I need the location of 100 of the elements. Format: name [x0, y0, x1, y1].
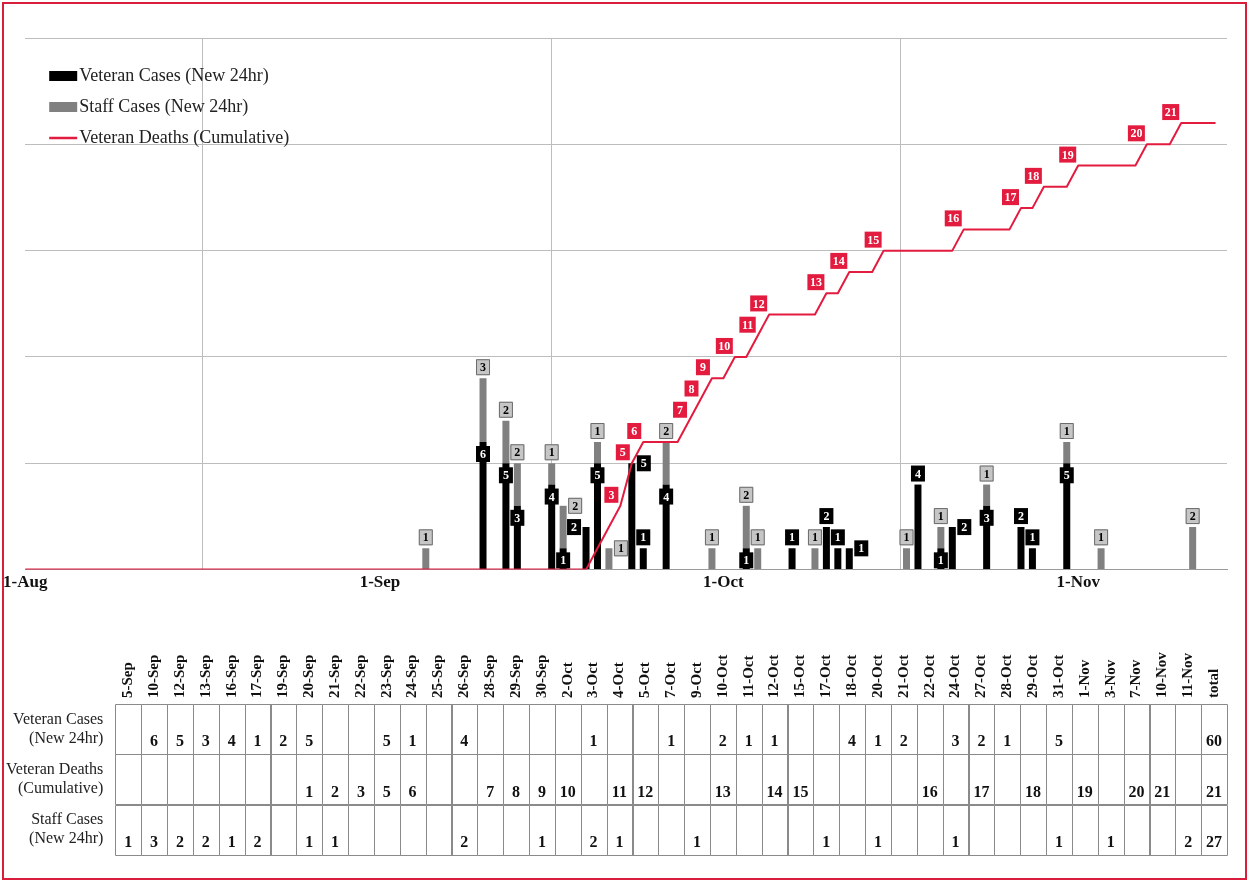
- x-tick-label: 28-Oct: [998, 654, 1015, 698]
- data-label: 1: [305, 782, 314, 800]
- data-label: 3: [201, 732, 210, 750]
- data-label: 2: [571, 520, 578, 535]
- data-label: 2: [589, 832, 598, 850]
- data-label: 2: [961, 520, 968, 535]
- x-tick-label: 1-Nov: [1075, 659, 1092, 698]
- data-label: 4: [227, 732, 236, 750]
- data-label: 1: [124, 832, 133, 850]
- x-tick-label: 31-Oct: [1049, 654, 1066, 698]
- data-label: 9: [537, 782, 546, 800]
- x-tick-label: 10-Oct: [713, 654, 730, 698]
- data-label: 1: [873, 832, 882, 850]
- x-tick-label: 3-Oct: [584, 662, 601, 698]
- x-tick-label: 3-Nov: [1101, 659, 1118, 698]
- data-label: 4: [848, 732, 857, 750]
- x-tick-label: 21-Sep: [325, 654, 342, 698]
- data-label: 1: [548, 445, 555, 460]
- data-label: 13: [809, 275, 822, 290]
- data-label: 1: [227, 832, 236, 850]
- data-label: 16: [921, 782, 938, 800]
- x-tick-label: 23-Sep: [377, 654, 394, 698]
- x-tick-label: 5-Sep: [119, 662, 136, 698]
- data-label: 9: [699, 360, 706, 375]
- data-label: 3: [983, 510, 990, 525]
- data-label: 6: [631, 424, 638, 439]
- data-label: 1: [834, 530, 841, 545]
- data-label: 2: [1189, 509, 1196, 524]
- data-label: 16: [947, 211, 960, 226]
- data-label: 3: [514, 510, 521, 525]
- x-tick-label: 7-Nov: [1127, 659, 1144, 698]
- x-tick-label: 16-Sep: [222, 654, 239, 698]
- data-label: 6: [480, 447, 487, 462]
- data-label: 10: [718, 339, 731, 354]
- data-label: 2: [977, 732, 986, 750]
- x-tick-label: 1-Sep: [359, 572, 401, 592]
- data-label: 2: [718, 732, 727, 750]
- data-label: 2: [175, 832, 184, 850]
- data-label: 5: [619, 445, 626, 460]
- data-label: 1: [408, 732, 417, 750]
- data-label: 1: [1106, 832, 1115, 850]
- x-tick-label: 22-Sep: [351, 654, 368, 698]
- data-label: 2: [743, 487, 750, 502]
- legend-label: Staff Cases (New 24hr): [79, 95, 249, 117]
- x-tick-label: 24-Oct: [946, 654, 963, 698]
- data-label: 14: [766, 782, 783, 800]
- data-label: 8: [688, 381, 695, 396]
- x-tick-label: 12-Sep: [170, 654, 187, 698]
- data-label: 1: [537, 832, 546, 850]
- data-label: 1: [615, 832, 624, 850]
- data-label: 6: [408, 782, 417, 800]
- data-label: 2: [514, 445, 521, 460]
- data-label: 1: [770, 732, 779, 750]
- data-label: 20: [1128, 782, 1145, 800]
- x-tick-label: 15-Oct: [791, 654, 808, 698]
- x-tick-label: 21-Oct: [894, 654, 911, 698]
- data-label: 10: [559, 782, 576, 800]
- x-tick-label: 2-Oct: [558, 662, 575, 698]
- data-label: 2: [663, 424, 670, 439]
- x-tick-label: 1-Nov: [1056, 572, 1101, 592]
- data-label: 5: [382, 782, 391, 800]
- data-label: 1: [693, 832, 701, 850]
- data-label: 4: [548, 489, 555, 504]
- data-label: 7: [486, 782, 495, 800]
- legend-label: Veteran Deaths (Cumulative): [79, 126, 290, 148]
- data-label: 11: [741, 317, 754, 332]
- data-label: 1: [937, 509, 944, 524]
- x-tick-label: 18-Oct: [843, 654, 859, 698]
- x-tick-label: 4-Oct: [610, 662, 627, 698]
- data-label: 21: [1206, 782, 1223, 800]
- data-label: 12: [637, 782, 654, 800]
- data-label: 2: [201, 832, 210, 850]
- x-tick-label: 29-Oct: [1023, 654, 1040, 698]
- data-label: 15: [792, 782, 809, 800]
- data-label: 4: [914, 466, 921, 481]
- x-tick-label: 17-Oct: [817, 654, 834, 698]
- data-label: 1: [744, 732, 753, 750]
- data-label: 17: [1004, 190, 1017, 205]
- data-label: 3: [480, 360, 487, 375]
- data-label: 1: [1054, 832, 1063, 850]
- x-tick-label: 11-Nov: [1179, 652, 1196, 698]
- data-label: 19: [1061, 147, 1074, 162]
- data-label: 6: [150, 732, 159, 750]
- data-label: 1: [811, 530, 818, 545]
- data-label: 5: [1063, 468, 1070, 483]
- data-label: 5: [175, 732, 184, 750]
- x-tick-label: 24-Sep: [403, 654, 420, 698]
- y-tick-label: Veteran Deaths (Cumulative): [5, 760, 104, 798]
- data-label: 20: [1130, 126, 1143, 141]
- x-tick-label: 11-Oct: [739, 655, 756, 698]
- x-tick-label: 28-Sep: [481, 654, 498, 698]
- data-label: 18: [1025, 782, 1042, 800]
- data-label: 1: [1098, 530, 1105, 545]
- x-tick-label: 27-Oct: [972, 654, 989, 698]
- x-tick-label: 1-Oct: [703, 572, 745, 592]
- data-label: 2: [899, 732, 908, 750]
- x-tick-label: 29-Sep: [506, 654, 523, 698]
- data-label: 1: [422, 530, 429, 545]
- x-tick-label: total: [1204, 668, 1221, 698]
- data-label: 19: [1076, 782, 1093, 800]
